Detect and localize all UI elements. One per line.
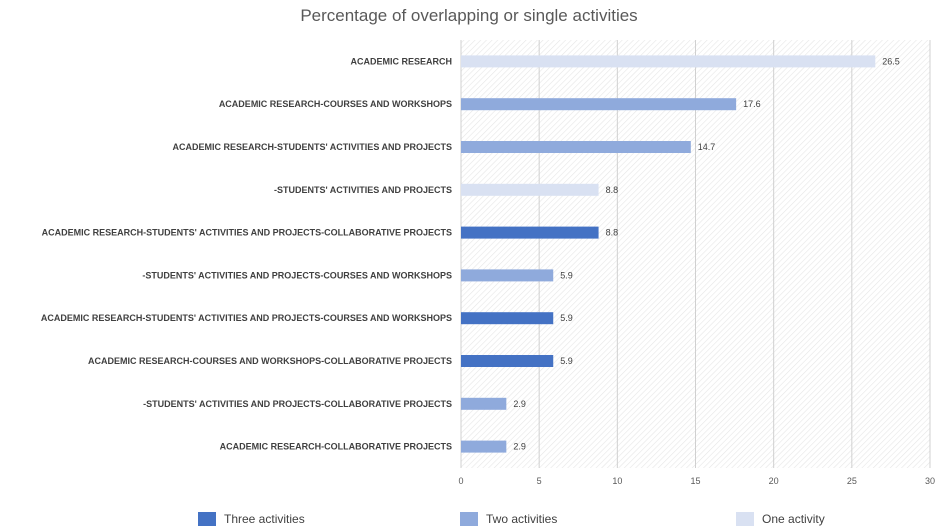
category-label: ACADEMIC RESEARCH-STUDENTS' ACTIVITIES A… [173,142,453,152]
chart-title: Percentage of overlapping or single acti… [300,6,638,25]
bar [461,98,737,111]
legend-swatch [198,512,216,526]
data-label: 2.9 [513,442,526,452]
bar [461,312,554,325]
category-label: ACADEMIC RESEARCH-STUDENTS' ACTIVITIES A… [42,228,452,238]
data-label: 5.9 [560,356,573,366]
category-label: ACADEMIC RESEARCH-COURSES AND WORKSHOPS-… [88,356,452,366]
x-tick-label: 25 [847,476,857,486]
legend-swatch [736,512,754,526]
category-label: ACADEMIC RESEARCH-COURSES AND WORKSHOPS [219,99,452,109]
bar [461,397,507,410]
legend-swatch [460,512,478,526]
legend-item-one: One activity [736,512,825,526]
data-label: 5.9 [560,270,573,280]
category-label: -STUDENTS' ACTIVITIES AND PROJECTS [274,185,452,195]
x-tick-label: 30 [925,476,935,486]
bar [461,226,599,239]
data-label: 8.8 [606,185,619,195]
legend-label: Two activities [486,512,558,526]
x-tick-label: 20 [769,476,779,486]
bar [461,355,554,367]
legend-label: One activity [762,512,825,526]
legend-item-two: Two activities [460,512,557,526]
legend-item-three: Three activities [198,512,305,526]
legend-label: Three activities [224,512,305,526]
data-label: 8.8 [606,228,619,238]
x-tick-label: 0 [458,476,463,486]
category-label: -STUDENTS' ACTIVITIES AND PROJECTS-COLLA… [143,399,452,409]
category-label: ACADEMIC RESEARCH [350,56,452,66]
chart-plot: ACADEMIC RESEARCH 26.5 ACADEMIC RESEARCH-C… [41,40,935,486]
category-label: -STUDENTS' ACTIVITIES AND PROJECTS-COURS… [142,270,452,280]
x-tick-label: 5 [537,476,542,486]
bar [461,55,876,68]
bar [461,183,599,196]
data-label: 26.5 [882,56,900,66]
bar [461,141,691,153]
data-label: 14.7 [698,142,716,152]
category-label: ACADEMIC RESEARCH-STUDENTS' ACTIVITIES A… [41,313,452,323]
x-tick-label: 15 [690,476,700,486]
bar [461,269,554,282]
x-tick-label: 10 [612,476,622,486]
legend: Three activities Two activities One activi… [0,512,938,530]
data-label: 2.9 [513,399,526,409]
data-label: 17.6 [743,99,761,109]
data-label: 5.9 [560,313,573,323]
category-label: ACADEMIC RESEARCH-COLLABORATIVE PROJECTS [220,442,452,452]
bar [461,440,507,453]
